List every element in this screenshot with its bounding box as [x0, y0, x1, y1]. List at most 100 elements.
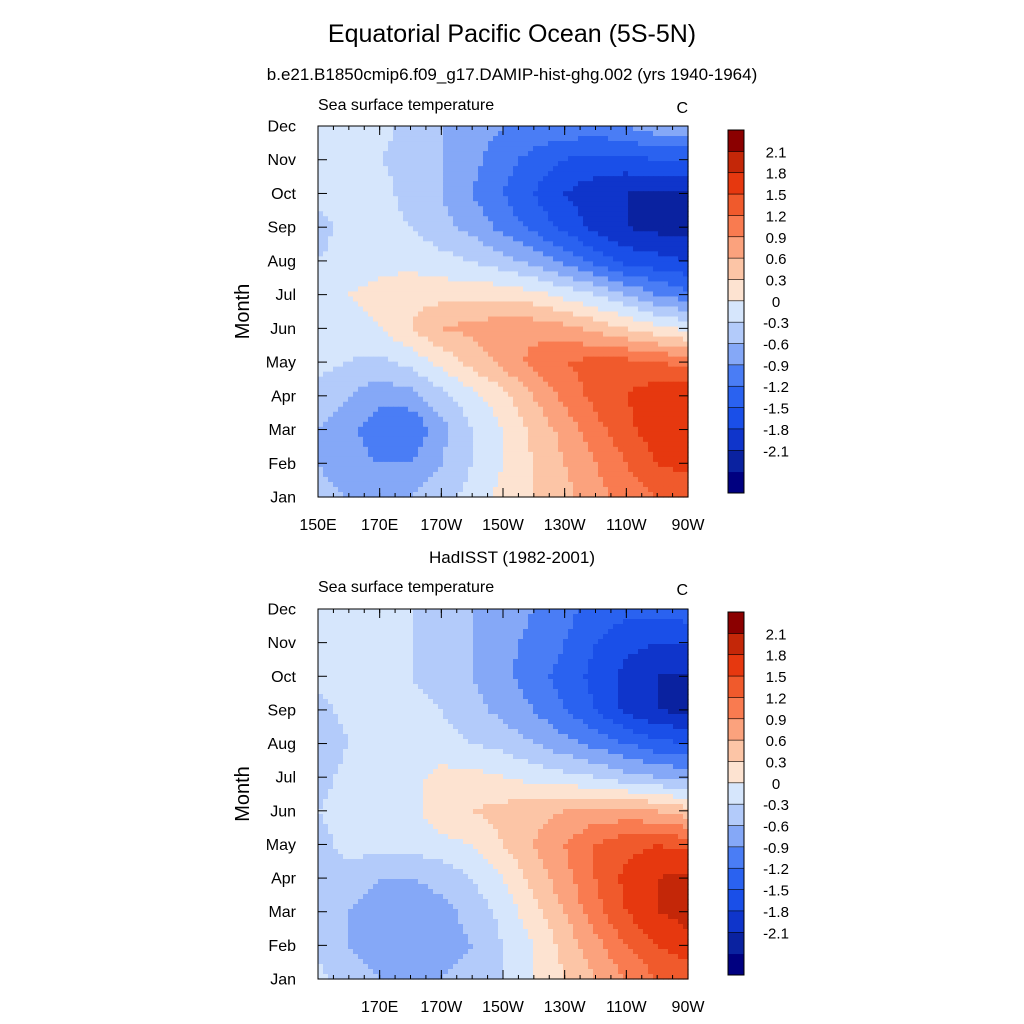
heatmap-cell — [493, 376, 499, 383]
heatmap-cell — [408, 276, 414, 283]
heatmap-cell — [608, 331, 614, 338]
heatmap-cell — [383, 341, 389, 348]
heatmap-cell — [373, 416, 379, 423]
heatmap-cell — [378, 341, 384, 348]
heatmap-cell — [503, 216, 509, 222]
heatmap-cell — [448, 376, 454, 383]
heatmap-cell — [668, 256, 674, 262]
heatmap-cell — [573, 156, 579, 162]
heatmap-cell — [538, 361, 544, 368]
heatmap-cell — [568, 216, 574, 222]
heatmap-cell — [613, 306, 619, 313]
heatmap-cell — [523, 136, 529, 142]
heatmap-cell — [578, 201, 584, 207]
heatmap-cell — [658, 436, 664, 443]
heatmap-cell — [358, 286, 364, 293]
heatmap-cell — [368, 261, 374, 267]
heatmap-cell — [333, 201, 339, 207]
heatmap-cell — [433, 236, 439, 242]
heatmap-cell — [658, 176, 664, 182]
heatmap-cell — [528, 351, 534, 358]
heatmap-cell — [448, 246, 454, 252]
heatmap-cell — [678, 166, 684, 172]
heatmap-cell — [353, 291, 359, 298]
heatmap-cell — [323, 406, 329, 413]
heatmap-cell — [593, 161, 599, 167]
heatmap-cell — [663, 411, 669, 418]
heatmap-cell — [453, 411, 459, 418]
heatmap-cell — [323, 146, 329, 152]
heatmap-cell — [368, 231, 374, 237]
heatmap-cell — [318, 351, 324, 358]
heatmap-cell — [373, 366, 379, 373]
heatmap-cell — [523, 416, 529, 423]
heatmap-cell — [498, 326, 504, 333]
heatmap-cell — [378, 251, 384, 257]
heatmap-cell — [433, 151, 439, 157]
heatmap-cell — [403, 256, 409, 262]
heatmap-cell — [373, 226, 379, 232]
heatmap-cell — [573, 281, 579, 288]
heatmap-cell — [438, 291, 444, 298]
heatmap-cell — [643, 286, 649, 293]
heatmap-cell — [553, 301, 559, 308]
heatmap-cell — [423, 171, 429, 177]
heatmap-cell — [508, 236, 514, 242]
heatmap-cell — [318, 211, 324, 217]
heatmap-cell — [593, 326, 599, 333]
heatmap-cell — [583, 126, 589, 132]
heatmap-cell — [553, 191, 559, 197]
heatmap-cell — [423, 381, 429, 388]
heatmap-cell — [563, 236, 569, 242]
heatmap-cell — [488, 386, 494, 393]
heatmap-cell — [343, 441, 349, 448]
heatmap-cell — [508, 166, 514, 172]
heatmap-cell — [513, 456, 519, 463]
heatmap-cell — [643, 201, 649, 207]
heatmap-cell — [373, 351, 379, 358]
heatmap-cell — [513, 361, 519, 368]
heatmap-cell — [503, 286, 509, 293]
heatmap-cell — [493, 451, 499, 458]
heatmap-cell — [403, 171, 409, 177]
heatmap-cell — [363, 346, 369, 353]
heatmap-cell — [548, 206, 554, 212]
heatmap-cell — [648, 251, 654, 257]
heatmap-cell — [543, 346, 549, 353]
heatmap-cell — [358, 446, 364, 453]
heatmap-cell — [558, 196, 564, 202]
heatmap-cell — [443, 156, 449, 162]
heatmap-cell — [383, 451, 389, 458]
heatmap-cell — [588, 391, 594, 398]
heatmap-cell — [443, 416, 449, 423]
heatmap-cell — [583, 206, 589, 212]
heatmap-cell — [513, 436, 519, 443]
heatmap-cell — [328, 381, 334, 388]
heatmap-cell — [618, 151, 624, 157]
heatmap-cell — [463, 406, 469, 413]
heatmap-cell — [393, 211, 399, 217]
heatmap-cell — [618, 356, 624, 363]
heatmap-cell — [408, 206, 414, 212]
heatmap-cell — [538, 181, 544, 187]
heatmap-cell — [398, 391, 404, 398]
heatmap-cell — [318, 146, 324, 152]
heatmap-cell — [618, 131, 624, 137]
heatmap-cell — [413, 416, 419, 423]
heatmap-cell — [628, 271, 634, 277]
heatmap-cell — [678, 336, 684, 343]
heatmap-cell — [353, 201, 359, 207]
heatmap-cell — [553, 171, 559, 177]
heatmap-cell — [653, 261, 659, 267]
heatmap-cell — [528, 361, 534, 368]
heatmap-cell — [668, 376, 674, 383]
heatmap-cell — [673, 391, 679, 398]
heatmap-cell — [358, 201, 364, 207]
heatmap-cell — [373, 161, 379, 167]
heatmap-cell — [663, 381, 669, 388]
heatmap-cell — [453, 326, 459, 333]
heatmap-cell — [363, 331, 369, 338]
heatmap-cell — [633, 396, 639, 403]
heatmap-cell — [318, 411, 324, 418]
heatmap-cell — [588, 186, 594, 192]
